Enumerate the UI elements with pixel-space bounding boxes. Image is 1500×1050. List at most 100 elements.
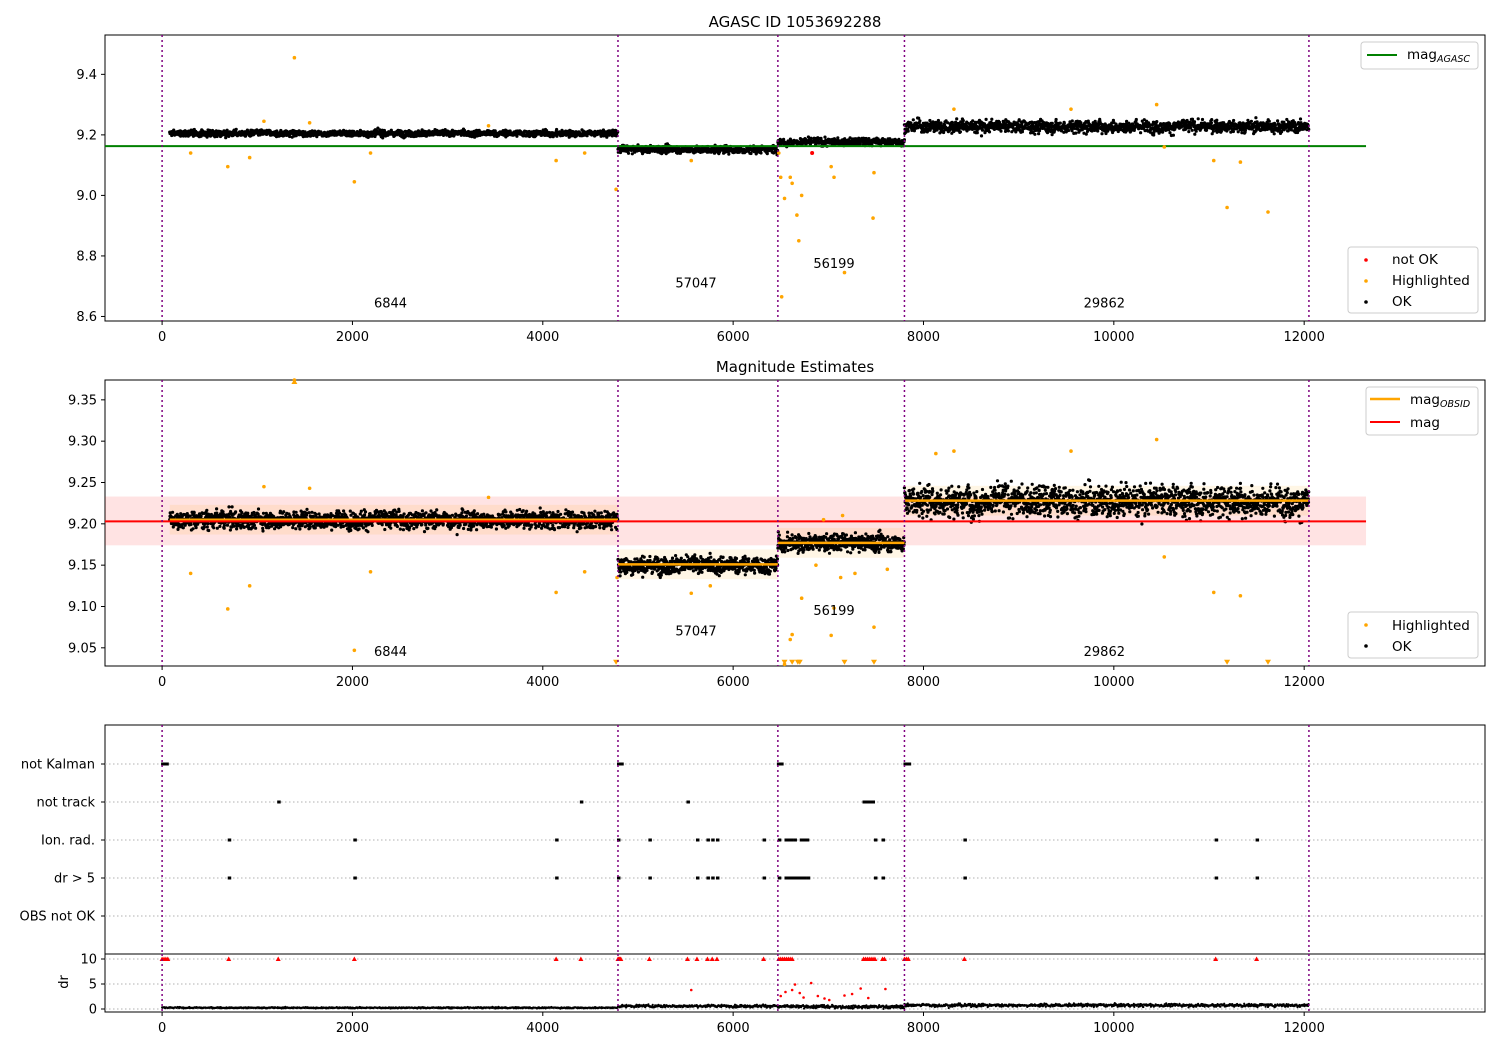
highlighted-point [486,123,491,128]
highlighted-point [1154,437,1159,442]
y-tick-label: 9.4 [76,68,97,83]
highlighted-point [262,484,266,489]
flags-panel: not Kalman not track Ion. rad. dr > 5 OBS no… [20,724,1486,955]
dr-outlier-point [823,997,826,1000]
x-tick-label: 8000 [907,1021,940,1036]
dr-outlier-point [779,994,783,998]
highlighted-point [1211,158,1216,163]
highlighted-point [1238,593,1243,598]
dr-outlier-point [884,987,887,991]
plot-frame [104,953,1486,1013]
ok-points [168,116,1311,157]
y-tick-label: 9.30 [68,435,97,450]
dr-clipped-marker [704,956,710,961]
highlighted-point [368,151,373,155]
highlighted-point [821,517,826,522]
legend-label: OK [1392,294,1413,310]
x-tick-label: 6000 [717,675,750,690]
x-tick-label: 4000 [526,330,559,345]
clipped-marker [1224,659,1231,665]
highlighted-point [1069,449,1073,453]
clipped-marker [841,659,848,665]
x-tick-label: 12000 [1283,1021,1324,1036]
legend-swatch [1364,644,1368,648]
dr-clipped-marker [1254,956,1260,961]
highlighted-point [814,563,818,567]
highlighted-point [840,513,845,518]
flag-mark [762,838,767,842]
highlighted-point [352,179,357,184]
legend-swatch [1364,623,1368,627]
x-tick-label: 8000 [907,675,940,690]
highlighted-point [247,155,252,160]
highlighted-point [262,119,266,124]
highlighted-point [689,158,694,163]
x-tick-label: 4000 [526,675,559,690]
dr-clipped-marker [905,956,911,961]
y-tick-label: 0 [89,1003,97,1018]
legend-label: OK [1392,639,1413,655]
highlighted-point [1154,102,1159,107]
y-tick-label: 9.0 [76,189,97,204]
obsid-label: 56199 [813,604,854,619]
flag-mark [648,876,652,880]
legend-label: Highlighted [1392,618,1470,634]
flag-mark [873,838,878,842]
dr-outlier-point [809,981,813,985]
dr-outlier-point [866,996,870,1000]
flag-label: not track [36,796,95,811]
clipped-marker [781,659,788,665]
flag-mark [799,838,805,842]
obsid-label: 29862 [1084,645,1125,660]
highlighted-point [307,486,312,491]
highlighted-point [777,151,781,155]
x-tick-label: 0 [158,330,166,345]
x-tick-label: 0 [158,1021,166,1036]
highlighted-point [838,575,843,580]
clipped-marker [870,659,877,665]
dr-outlier-point [843,994,846,997]
highlighted-point [554,158,558,163]
flag-mark [862,800,875,804]
flag-mark [784,838,794,842]
dr-clipped-marker [881,956,887,961]
highlighted-point [1162,555,1167,559]
y-tick-label: 9.10 [68,600,97,615]
flag-mark [777,876,782,880]
dr-clipped-marker [761,956,767,961]
highlighted-point [829,633,833,638]
dr-clipped-marker [961,956,967,961]
dr-clipped-marker [578,956,584,961]
dr-clipped-marker [714,956,720,961]
dr-clipped-marker [684,956,690,961]
highlighted-point [486,495,491,500]
highlighted-point [554,590,558,595]
flag-mark [616,762,624,766]
obsid-label: 57047 [675,277,716,292]
highlighted-point [952,107,956,111]
clipped-marker [796,659,803,665]
legend-box [1347,611,1479,659]
flag-mark [1255,838,1260,842]
y-tick-label: 8.6 [76,310,97,325]
dr-clipped-marker [165,956,171,961]
panel-title: AGASC ID 1053692288 [709,13,882,31]
flag-mark [903,762,912,766]
highlighted-point [614,187,618,192]
dr-clipped-marker [709,956,715,961]
highlighted-point [872,170,876,175]
highlighted-point [582,151,587,155]
x-tick-label: 2000 [336,1021,369,1036]
flag-mark [873,876,878,880]
highlighted-point [368,569,373,574]
dr-panel: dr 0 2000 4000 6000 8000 10000 12000 0 5 10 [57,953,1486,1036]
highlighted-point [292,55,297,60]
highlighted-point [1238,160,1243,164]
flag-mark [762,876,767,880]
flag-mark [648,838,652,842]
x-tick-label: 6000 [717,1021,750,1036]
flag-mark [555,838,559,842]
agasc-panel: AGASC ID 1053692288 6844 57047 56199 29862 0… [76,13,1486,345]
legend-box [1360,41,1479,70]
plot-frame [104,34,1486,322]
